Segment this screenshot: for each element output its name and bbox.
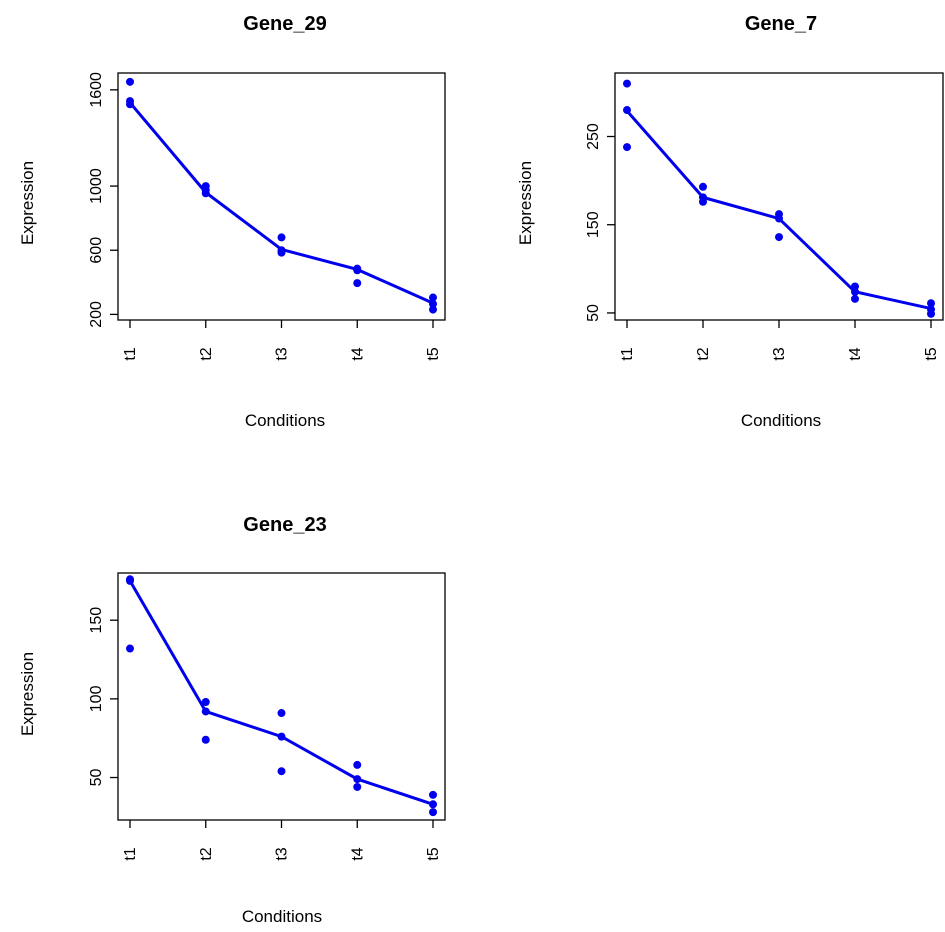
x-tick-label: t3	[771, 347, 788, 360]
data-point	[126, 100, 134, 109]
data-point	[927, 299, 935, 308]
data-point	[775, 233, 783, 242]
plot-area: 50 150 250 t1 t2 t3 t4 t5	[585, 72, 944, 361]
y-tick-label: 50	[585, 304, 602, 322]
data-point	[623, 106, 631, 115]
data-point	[201, 698, 210, 707]
x-tick-label: t2	[695, 347, 712, 360]
panel-gene-7: Gene_7 Expression Conditions 50 150 250 t1 t…	[516, 13, 944, 430]
chart-title: Gene_29	[243, 13, 326, 35]
data-point	[851, 294, 859, 303]
data-point	[851, 287, 859, 296]
data-point	[201, 189, 210, 198]
data-point	[201, 707, 210, 716]
panel-gene-23: Gene_23 Expression Conditions 50 100 150 t1…	[18, 514, 446, 926]
y-tick-label: 100	[88, 685, 105, 712]
y-tick-label: 1600	[88, 72, 105, 108]
plot-area: 200 600 1000 1600 t1 t2 t3 t4 t5	[88, 72, 446, 361]
chart-title: Gene_7	[745, 13, 817, 35]
y-tick-label: 50	[88, 769, 105, 787]
data-point	[353, 775, 362, 784]
x-tick-label: t5	[425, 347, 442, 360]
x-tick-label: t3	[274, 347, 291, 360]
data-point	[353, 279, 362, 288]
data-point	[623, 143, 631, 152]
plot-frame	[614, 72, 944, 321]
data-point	[353, 266, 362, 275]
x-tick-label: t1	[122, 347, 139, 360]
data-point	[277, 767, 286, 776]
mean-line	[128, 101, 434, 305]
data-point	[429, 305, 437, 314]
data-point	[429, 790, 437, 799]
y-axis-label: Expression	[18, 161, 37, 245]
y-axis-label: Expression	[516, 161, 535, 245]
x-tick-label: t2	[198, 347, 215, 360]
data-point	[623, 79, 631, 88]
data-point	[277, 732, 286, 741]
data-point	[699, 182, 707, 191]
panel-gene-29: Gene_29 Expression Conditions 200 600 1000…	[18, 13, 446, 430]
data-point	[126, 644, 134, 653]
data-point	[429, 800, 437, 809]
data-point	[927, 309, 935, 318]
data-point	[429, 299, 437, 308]
x-tick-label: t5	[923, 347, 940, 360]
mean-line	[625, 109, 932, 310]
data-point	[126, 576, 134, 585]
y-tick-label: 150	[585, 211, 602, 238]
y-tick-label: 150	[88, 607, 105, 634]
data-point	[353, 782, 362, 791]
data-point	[353, 760, 362, 769]
x-axis-label: Conditions	[242, 907, 322, 926]
data-point	[201, 735, 210, 744]
y-tick-label: 1000	[88, 168, 105, 204]
y-axis-label: Expression	[18, 652, 37, 736]
x-axis-label: Conditions	[741, 411, 821, 430]
x-tick-label: t5	[425, 847, 442, 860]
x-axis-label: Conditions	[245, 411, 325, 430]
data-point	[775, 214, 783, 223]
x-tick-label: t4	[349, 347, 366, 360]
x-tick-label: t1	[619, 347, 636, 360]
data-point	[277, 248, 286, 257]
data-point	[429, 293, 437, 302]
x-tick-label: t3	[274, 847, 291, 860]
plot-frame	[117, 572, 446, 821]
x-tick-label: t2	[198, 847, 215, 860]
y-tick-label: 600	[88, 237, 105, 264]
y-tick-label: 250	[585, 123, 602, 150]
data-point	[699, 197, 707, 206]
chart-title: Gene_23	[243, 514, 326, 536]
plot-frame	[117, 72, 446, 321]
data-point	[126, 77, 134, 86]
data-point	[277, 709, 286, 718]
y-tick-label: 200	[88, 301, 105, 328]
data-point	[277, 233, 286, 242]
x-tick-label: t1	[122, 847, 139, 860]
x-tick-label: t4	[847, 347, 864, 360]
plot-area: 50 100 150 t1 t2 t3 t4 t5	[88, 572, 446, 861]
x-tick-label: t4	[349, 847, 366, 860]
data-point	[429, 808, 437, 817]
